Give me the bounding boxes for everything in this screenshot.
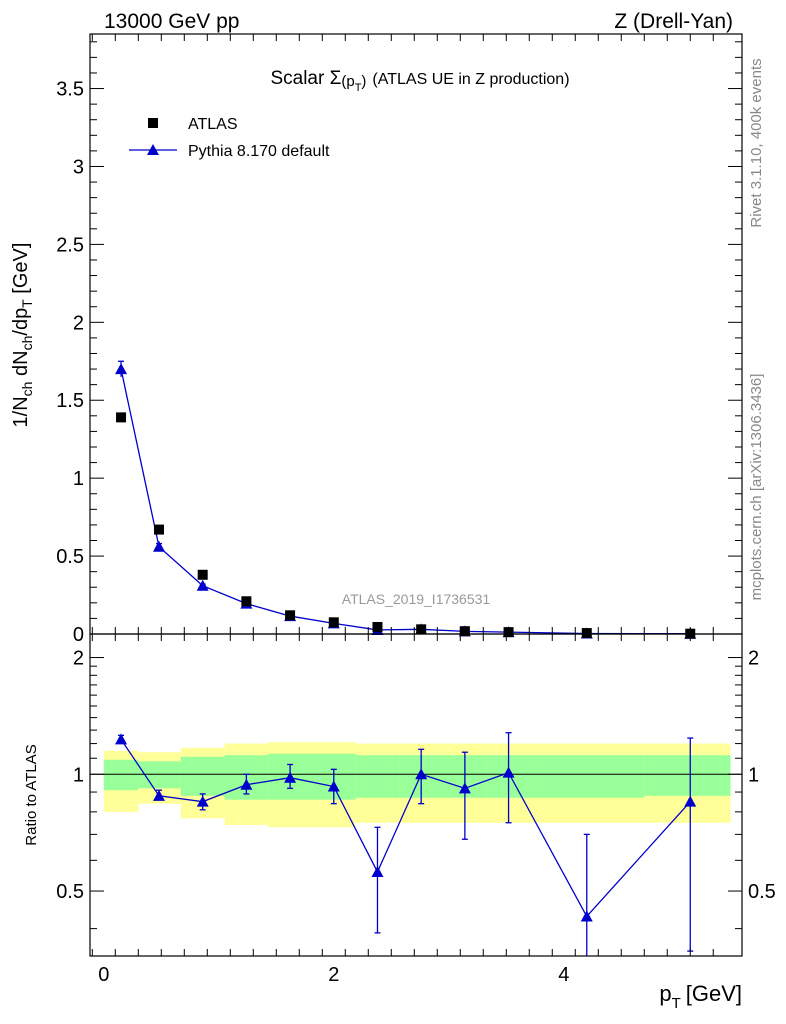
legend-pythia-label: Pythia 8.170 default: [188, 143, 330, 160]
ratio-xlabel: pT [GeV]: [659, 981, 742, 1012]
atlas-point: [116, 412, 127, 423]
uncertainty-band-green: [355, 755, 400, 798]
main-ytick-label: 0: [73, 624, 84, 646]
ratio-point: [115, 733, 128, 745]
ratio-point: [196, 795, 209, 807]
main-ytick-label: 1: [73, 468, 84, 490]
ratio-ytick-label-right: 0.5: [748, 881, 776, 903]
atlas-point: [416, 624, 427, 635]
pythia-point: [196, 579, 209, 591]
ratio-frame: [89, 633, 743, 957]
ratio-ytick-label: 2: [73, 648, 84, 670]
pythia-point: [115, 363, 128, 375]
main-panel: ATLAS_2019_I1736531 Scalar Σ(pT) (ATLAS U…: [10, 33, 743, 646]
legend-atlas-label: ATLAS: [188, 116, 238, 133]
atlas-point: [503, 627, 514, 638]
atlas-point: [197, 569, 208, 580]
ratio-ylabel: Ratio to ATLAS: [23, 744, 40, 845]
uncertainty-band-green: [644, 755, 731, 796]
atlas-point: [372, 621, 383, 632]
atlas-point: [241, 596, 252, 607]
legend-pythia-marker: [147, 144, 159, 155]
ratio-point: [284, 771, 297, 783]
main-ytick-label: 3: [73, 156, 84, 178]
ratio-point: [152, 789, 165, 801]
ratio-point: [684, 795, 697, 807]
ratio-ytick-label: 0.5: [56, 881, 84, 903]
ratio-point: [371, 865, 384, 877]
uncertainty-band-green: [530, 755, 645, 798]
mcplots-label: mcplots.cern.ch [arXiv:1306.3436]: [748, 374, 765, 601]
ratio-point: [580, 910, 593, 922]
rivet-label: Rivet 3.1.10, 400k events: [748, 58, 765, 227]
main-ytick-label: 3.5: [56, 79, 84, 101]
uncertainty-band-green: [180, 756, 225, 796]
ratio-ytick-label-right: 2: [748, 648, 759, 670]
ratio-xtick-label: 2: [328, 964, 339, 986]
atlas-point: [153, 524, 164, 535]
ratio-point: [240, 778, 253, 790]
ratio-ytick-label-right: 1: [748, 764, 759, 786]
uncertainty-band-green: [103, 759, 139, 791]
ratio-point: [327, 780, 340, 792]
ratio-panel: Ratio to ATLAS pT [GeV] 0 2 4 0.5 0.5 1 1 2 2: [23, 633, 776, 1012]
ratio-xtick-label: 4: [558, 964, 569, 986]
main-ytick-label: 2: [73, 312, 84, 334]
header-right: Z (Drell-Yan): [614, 10, 733, 33]
ratio-line: [120, 739, 691, 918]
atlas-point: [459, 626, 470, 637]
pythia-line: [120, 368, 691, 635]
ratio-xtick-label: 0: [98, 964, 109, 986]
header-left: 13000 GeV pp: [104, 10, 239, 33]
atlas-point: [581, 628, 592, 639]
atlas-point: [285, 610, 296, 621]
ratio-point: [415, 768, 428, 780]
ratio-point: [502, 766, 515, 778]
ratio-ytick-label: 1: [73, 764, 84, 786]
ratio-point: [458, 782, 471, 794]
main-ytick-label: 1.5: [56, 390, 84, 412]
atlas-point: [328, 617, 339, 628]
pythia-point: [152, 540, 165, 552]
main-watermark: ATLAS_2019_I1736531: [342, 591, 491, 607]
main-ytick-label: 0.5: [56, 546, 84, 568]
main-ytick-label: 2.5: [56, 234, 84, 256]
main-title: Scalar Σ(pT) (ATLAS UE in Z production): [270, 68, 569, 94]
main-ylabel: 1/Nch dNch/dpT [GeV]: [10, 243, 35, 428]
legend-atlas-marker: [148, 118, 158, 128]
